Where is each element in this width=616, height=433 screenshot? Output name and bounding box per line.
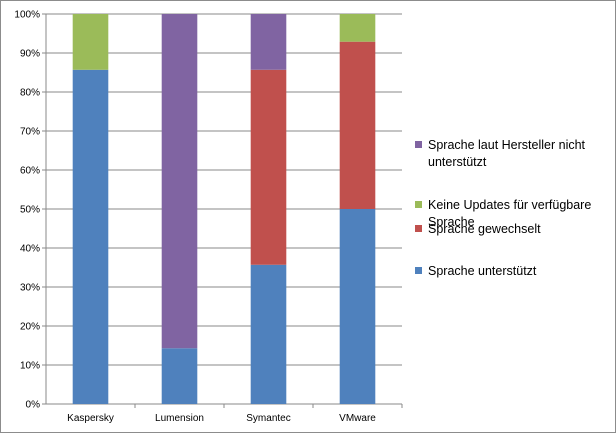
legend-swatch <box>415 201 422 208</box>
legend-label: Sprache unterstützt <box>428 264 537 278</box>
y-tick-label: 20% <box>20 322 40 333</box>
bar-segment <box>339 14 376 42</box>
legend-swatch <box>415 141 422 148</box>
bar-segment <box>339 41 376 209</box>
legend-swatch <box>415 225 422 232</box>
x-tick-label: Kaspersky <box>67 413 114 424</box>
bar-segment <box>339 209 376 404</box>
x-tick-label: Lumension <box>155 413 204 424</box>
y-tick-label: 100% <box>14 10 40 21</box>
y-tick-label: 0% <box>26 400 41 411</box>
y-tick-label: 30% <box>20 283 40 294</box>
legend-label: Sprache laut Hersteller nicht unterstütz… <box>428 138 586 169</box>
y-tick-label: 80% <box>20 88 40 99</box>
y-tick-label: 60% <box>20 166 40 177</box>
legend-item: Sprache gewechselt <box>415 221 608 238</box>
x-tick-label: Symantec <box>246 413 290 424</box>
x-tick-label: VMware <box>339 413 376 424</box>
y-tick-label: 40% <box>20 244 40 255</box>
bar-segment <box>161 14 198 349</box>
bar-segment <box>250 264 287 404</box>
y-tick-label: 90% <box>20 49 40 60</box>
legend-label: Sprache gewechselt <box>428 222 541 236</box>
legend-item: Keine Updates für verfügbare Sprache <box>415 197 608 231</box>
y-tick-label: 10% <box>20 361 40 372</box>
legend-swatch <box>415 267 422 274</box>
bar-segment <box>72 69 109 405</box>
y-tick-label: 70% <box>20 127 40 138</box>
legend-label: Keine Updates für verfügbare Sprache <box>428 198 592 229</box>
bar-segment <box>161 348 198 404</box>
bar-segment <box>250 69 287 265</box>
bar-segment <box>250 14 287 70</box>
bar-segment <box>72 14 109 70</box>
legend-item: Sprache unterstützt <box>415 263 608 280</box>
legend-item: Sprache laut Hersteller nicht unterstütz… <box>415 137 608 171</box>
y-tick-label: 50% <box>20 205 40 216</box>
